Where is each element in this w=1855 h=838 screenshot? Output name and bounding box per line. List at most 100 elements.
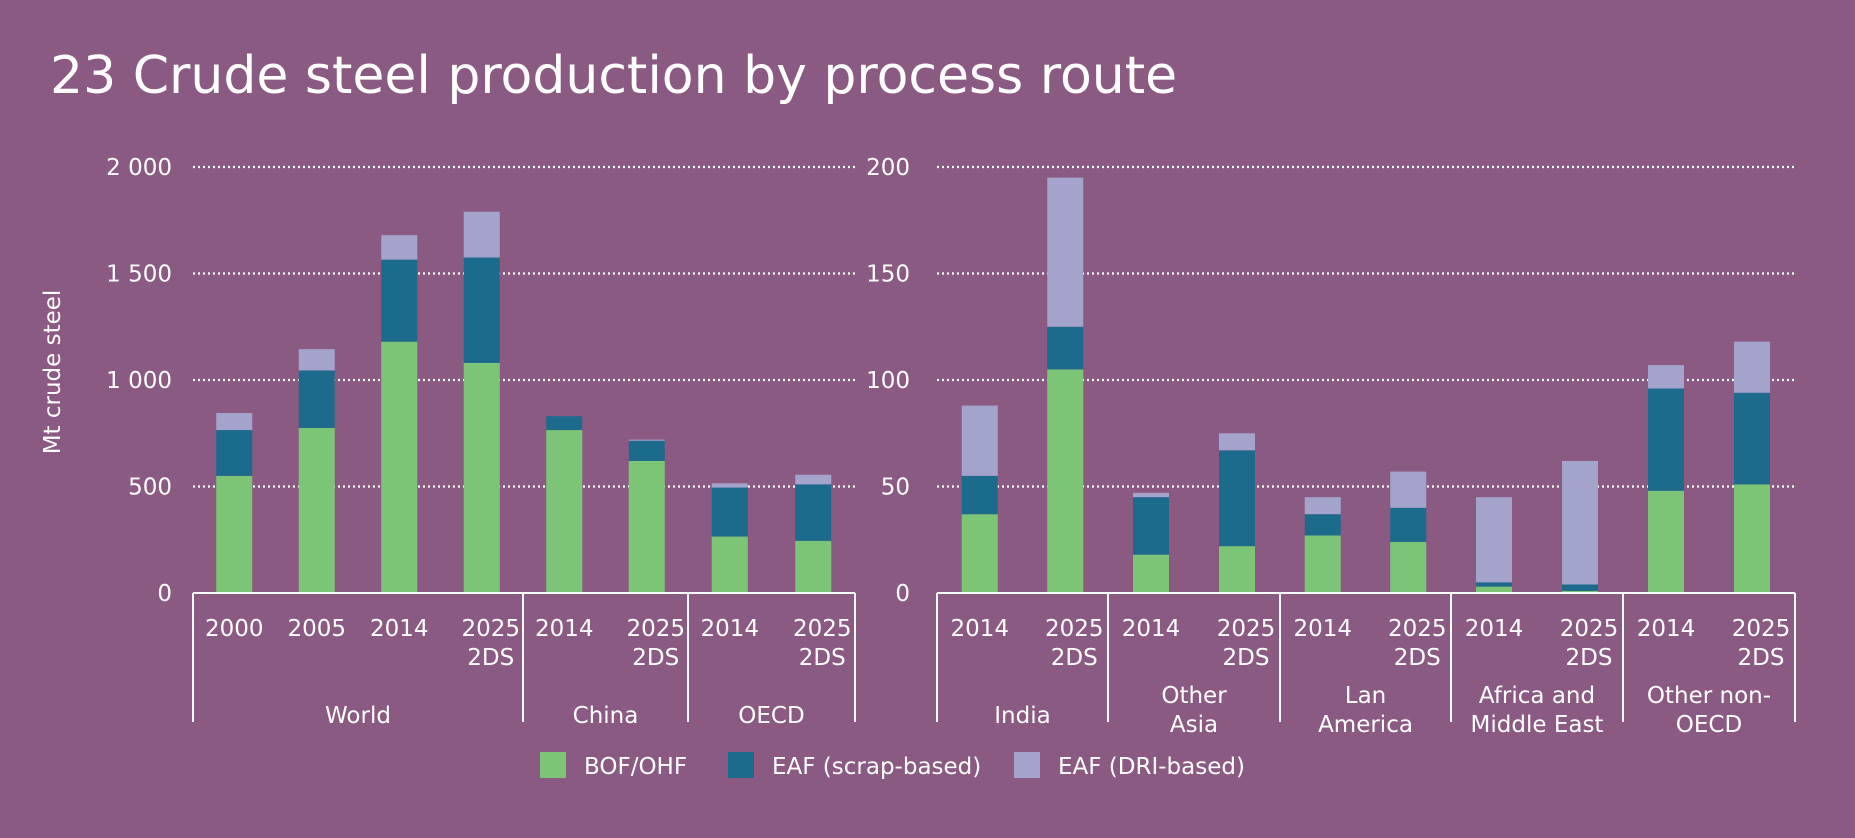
y-tick-label: 100 — [866, 368, 910, 394]
category-label: 2000 — [205, 616, 264, 642]
bar-segment — [463, 362, 500, 593]
y-tick-label: 1 500 — [106, 262, 172, 288]
bar-segment — [1047, 177, 1084, 327]
bar-segment — [1304, 514, 1341, 536]
group-label: America — [1318, 712, 1413, 738]
bar-segment — [298, 349, 335, 371]
bar-segment — [795, 484, 832, 541]
category-label: 2DS — [1223, 645, 1270, 671]
bar-segment — [546, 416, 583, 431]
bar-segment — [961, 475, 998, 515]
bar-segment — [1390, 541, 1427, 593]
group-label: India — [994, 703, 1050, 729]
bar-segment — [381, 341, 418, 593]
group-label: Lan — [1345, 683, 1387, 709]
bar-segment — [628, 440, 665, 461]
bar-segment — [1219, 546, 1255, 593]
bar-segment — [1648, 490, 1684, 593]
chart-title: 23 Crude steel production by process rou… — [50, 46, 1177, 106]
bar-segment — [1304, 535, 1341, 593]
bar-segment — [1648, 365, 1684, 389]
category-label: 2014 — [370, 616, 429, 642]
category-label: 2014 — [1465, 616, 1524, 642]
category-label: 2014 — [700, 616, 759, 642]
bar-segment — [961, 405, 998, 476]
bar-segment — [1390, 471, 1427, 508]
bar-segment — [1562, 590, 1598, 593]
legend-label: EAF (DRI-based) — [1058, 754, 1245, 780]
group-label: Other — [1161, 683, 1227, 709]
category-label: 2025 — [1217, 616, 1276, 642]
bar-segment — [795, 540, 832, 593]
y-tick-label: 0 — [895, 581, 910, 607]
y-tick-label: 50 — [881, 475, 910, 501]
bar-segment — [711, 536, 748, 593]
category-label: 2014 — [535, 616, 594, 642]
bar-segment — [216, 413, 253, 431]
group-label: Asia — [1170, 712, 1218, 738]
bar-segment — [628, 460, 665, 593]
bar-segment — [1648, 388, 1684, 491]
bar-segment — [795, 474, 832, 485]
bar-segment — [298, 427, 335, 593]
bar-segment — [546, 430, 583, 593]
bar-segment — [463, 211, 500, 258]
bar-segment — [628, 439, 665, 441]
category-label: 2025 — [1388, 616, 1447, 642]
category-label: 2DS — [467, 645, 514, 671]
category-label: 2DS — [1051, 645, 1098, 671]
bar-segment — [1562, 584, 1598, 591]
bar-segment — [1734, 484, 1770, 593]
category-label: 2025 — [461, 616, 520, 642]
category-label: 2025 — [793, 616, 852, 642]
category-label: 2014 — [1122, 616, 1181, 642]
bar-segment — [1562, 460, 1598, 585]
category-label: 2014 — [1293, 616, 1352, 642]
category-label: 2DS — [1394, 645, 1441, 671]
bar-segment — [1219, 433, 1255, 451]
bar-segment — [381, 259, 418, 342]
bar-segment — [298, 370, 335, 428]
bar-segment — [1133, 497, 1169, 555]
bar-segment — [1219, 450, 1255, 547]
bar-segment — [1133, 492, 1169, 498]
bar-segment — [1476, 497, 1512, 583]
category-label: 2025 — [1560, 616, 1619, 642]
bar-segment — [711, 487, 748, 537]
category-label: 2005 — [287, 616, 346, 642]
category-label: 2025 — [1045, 616, 1104, 642]
category-label: 2025 — [626, 616, 685, 642]
y-axis-label: Mt crude steel — [40, 290, 66, 455]
y-tick-label: 150 — [866, 262, 910, 288]
y-tick-label: 500 — [128, 475, 172, 501]
category-label: 2014 — [950, 616, 1009, 642]
bar-segment — [1734, 392, 1770, 485]
bar-segment — [961, 514, 998, 593]
bar-segment — [1476, 586, 1512, 593]
bar-segment — [1390, 507, 1427, 542]
group-label: OECD — [1676, 712, 1742, 738]
legend-swatch — [1014, 752, 1040, 778]
y-tick-label: 1 000 — [106, 368, 172, 394]
bar-segment — [463, 257, 500, 363]
legend-swatch — [728, 752, 754, 778]
category-label: 2DS — [1738, 645, 1785, 671]
group-label: China — [573, 703, 639, 729]
bar-segment — [1047, 369, 1084, 593]
category-label: 2DS — [1566, 645, 1613, 671]
y-tick-label: 200 — [866, 155, 910, 181]
group-label: World — [325, 703, 391, 729]
bar-segment — [1047, 326, 1084, 370]
y-tick-label: 0 — [157, 581, 172, 607]
legend-label: EAF (scrap-based) — [772, 754, 981, 780]
bar-segment — [1476, 582, 1512, 587]
group-label: Africa and — [1479, 683, 1595, 709]
bar-segment — [711, 483, 748, 488]
category-label: 2DS — [632, 645, 679, 671]
group-label: Middle East — [1471, 712, 1604, 738]
bar-segment — [216, 475, 253, 593]
group-label: Other non- — [1647, 683, 1771, 709]
category-label: 2DS — [799, 645, 846, 671]
